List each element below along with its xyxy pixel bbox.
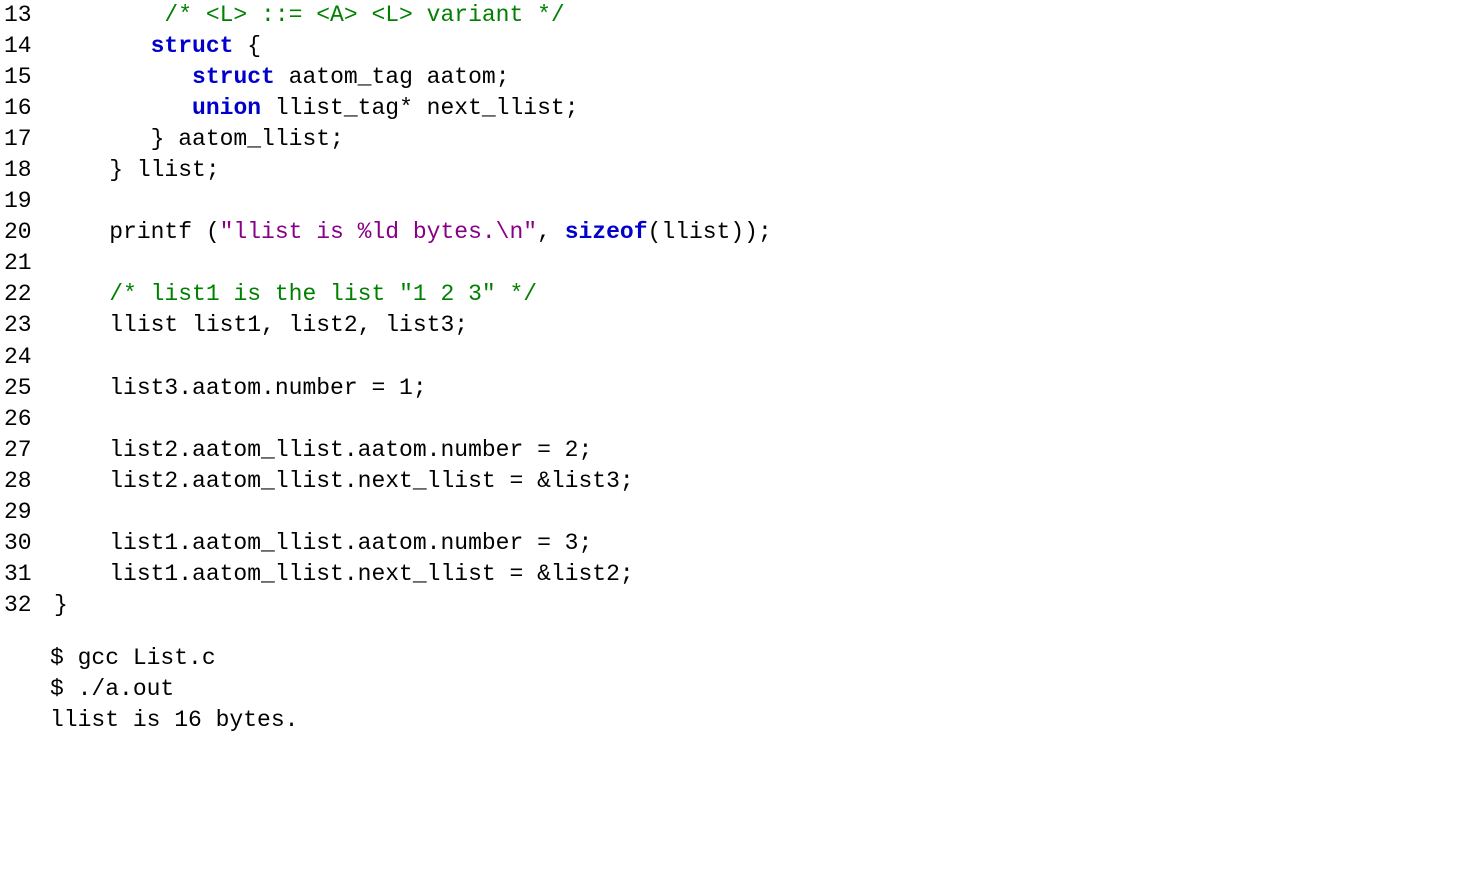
code-line: 21 xyxy=(4,248,1466,279)
line-number: 24 xyxy=(4,342,54,373)
code-content: } llist; xyxy=(54,155,1466,186)
line-number: 23 xyxy=(4,310,54,341)
code-content xyxy=(54,404,1466,435)
code-content: union llist_tag* next_llist; xyxy=(54,93,1466,124)
code-line: 26 xyxy=(4,404,1466,435)
code-content xyxy=(54,186,1466,217)
code-line: 19 xyxy=(4,186,1466,217)
code-line: 14 struct { xyxy=(4,31,1466,62)
code-content: list3.aatom.number = 1; xyxy=(54,373,1466,404)
code-line: 25 list3.aatom.number = 1; xyxy=(4,373,1466,404)
line-number: 25 xyxy=(4,373,54,404)
line-number: 18 xyxy=(4,155,54,186)
line-number: 31 xyxy=(4,559,54,590)
line-number: 30 xyxy=(4,528,54,559)
code-content: } aatom_llist; xyxy=(54,124,1466,155)
line-number: 19 xyxy=(4,186,54,217)
line-number: 28 xyxy=(4,466,54,497)
terminal-output: $ gcc List.c $ ./a.out llist is 16 bytes… xyxy=(0,621,1470,736)
code-line: 24 xyxy=(4,342,1466,373)
code-content xyxy=(54,497,1466,528)
code-line: 15 struct aatom_tag aatom; xyxy=(4,62,1466,93)
code-content: list1.aatom_llist.aatom.number = 3; xyxy=(54,528,1466,559)
code-line: 23 llist list1, list2, list3; xyxy=(4,310,1466,341)
code-line: 16 union llist_tag* next_llist; xyxy=(4,93,1466,124)
code-listing: 13 /* <L> ::= <A> <L> variant */14 struc… xyxy=(0,0,1470,621)
line-number: 17 xyxy=(4,124,54,155)
code-content: } xyxy=(54,590,1466,621)
code-content: /* <L> ::= <A> <L> variant */ xyxy=(54,0,1466,31)
code-line: 18 } llist; xyxy=(4,155,1466,186)
code-content: list2.aatom_llist.aatom.number = 2; xyxy=(54,435,1466,466)
code-content: /* list1 is the list "1 2 3" */ xyxy=(54,279,1466,310)
code-line: 30 list1.aatom_llist.aatom.number = 3; xyxy=(4,528,1466,559)
code-line: 32} xyxy=(4,590,1466,621)
code-content: list1.aatom_llist.next_llist = &list2; xyxy=(54,559,1466,590)
code-content: list2.aatom_llist.next_llist = &list3; xyxy=(54,466,1466,497)
line-number: 14 xyxy=(4,31,54,62)
code-content: printf ("llist is %ld bytes.\n", sizeof(… xyxy=(54,217,1466,248)
code-line: 22 /* list1 is the list "1 2 3" */ xyxy=(4,279,1466,310)
line-number: 13 xyxy=(4,0,54,31)
code-line: 13 /* <L> ::= <A> <L> variant */ xyxy=(4,0,1466,31)
code-line: 28 list2.aatom_llist.next_llist = &list3… xyxy=(4,466,1466,497)
code-line: 27 list2.aatom_llist.aatom.number = 2; xyxy=(4,435,1466,466)
code-content: struct aatom_tag aatom; xyxy=(54,62,1466,93)
line-number: 15 xyxy=(4,62,54,93)
line-number: 21 xyxy=(4,248,54,279)
code-content: struct { xyxy=(54,31,1466,62)
line-number: 20 xyxy=(4,217,54,248)
line-number: 32 xyxy=(4,590,54,621)
code-line: 29 xyxy=(4,497,1466,528)
code-line: 31 list1.aatom_llist.next_llist = &list2… xyxy=(4,559,1466,590)
code-content xyxy=(54,342,1466,373)
code-content: llist list1, list2, list3; xyxy=(54,310,1466,341)
code-line: 20 printf ("llist is %ld bytes.\n", size… xyxy=(4,217,1466,248)
code-line: 17 } aatom_llist; xyxy=(4,124,1466,155)
line-number: 27 xyxy=(4,435,54,466)
code-content xyxy=(54,248,1466,279)
line-number: 16 xyxy=(4,93,54,124)
line-number: 26 xyxy=(4,404,54,435)
line-number: 29 xyxy=(4,497,54,528)
line-number: 22 xyxy=(4,279,54,310)
